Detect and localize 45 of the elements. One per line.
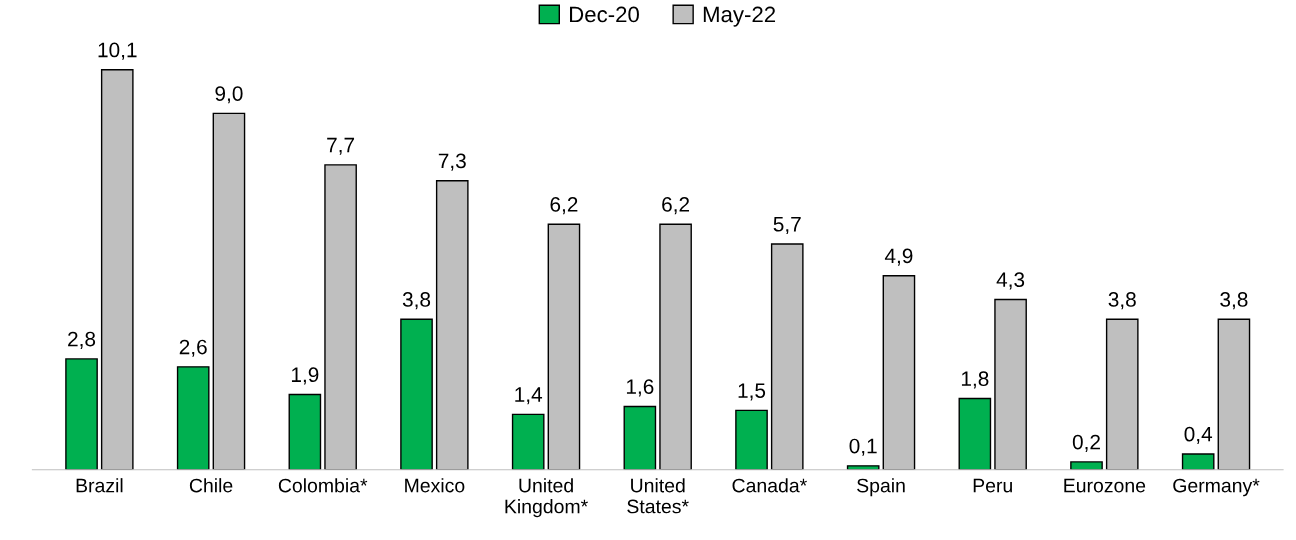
data-label: 1,4	[515, 387, 543, 405]
bar	[1070, 461, 1103, 470]
data-label: 7,7	[327, 137, 355, 155]
data-label: 5,7	[773, 217, 801, 235]
x-tick-label: Canada*	[732, 478, 807, 493]
data-label: 0,4	[1184, 426, 1213, 444]
x-tick-label: United Kingdom*	[505, 478, 588, 518]
bar	[623, 405, 657, 470]
data-label: 2,6	[179, 339, 207, 357]
bar	[511, 413, 545, 470]
data-label: 6,2	[662, 197, 690, 215]
bar	[1181, 453, 1215, 470]
x-tick-label: United States*	[627, 478, 689, 514]
data-label: 1,9	[291, 367, 319, 385]
data-label: 3,8	[402, 292, 431, 310]
x-tick-label: Peru	[973, 478, 1012, 493]
x-tick-label: Brazil	[76, 478, 123, 493]
bar	[958, 397, 992, 470]
bar	[735, 409, 768, 470]
data-label: 3,8	[1220, 292, 1248, 310]
x-tick-label: Germany*	[1173, 478, 1260, 497]
legend-label: May-22	[703, 6, 776, 27]
data-label: 1,8	[961, 371, 989, 389]
data-label: 3,8	[1108, 292, 1136, 310]
data-label: 0,2	[1072, 434, 1100, 452]
bar	[400, 318, 433, 470]
data-label: 6,2	[550, 197, 578, 215]
legend-label: Dec-20	[570, 6, 639, 23]
data-label: 2,8	[68, 331, 96, 349]
data-label: 7,3	[438, 153, 466, 171]
x-tick-label: Spain	[857, 478, 905, 497]
bar	[288, 393, 322, 470]
bar	[176, 366, 210, 470]
data-label: 4,9	[884, 248, 913, 266]
data-label: 10,1	[98, 42, 137, 60]
x-tick-label: Mexico	[405, 478, 465, 493]
x-tick-label: Chile	[189, 478, 233, 493]
data-label: 0,1	[849, 438, 877, 456]
x-tick-label: Colombia*	[278, 478, 368, 493]
data-label: 1,6	[626, 379, 654, 397]
bar	[65, 358, 98, 470]
data-label: 9,0	[215, 86, 243, 104]
data-label: 1,5	[738, 383, 766, 401]
x-tick-label: Eurozone	[1064, 478, 1146, 493]
data-label: 4,3	[996, 272, 1025, 290]
